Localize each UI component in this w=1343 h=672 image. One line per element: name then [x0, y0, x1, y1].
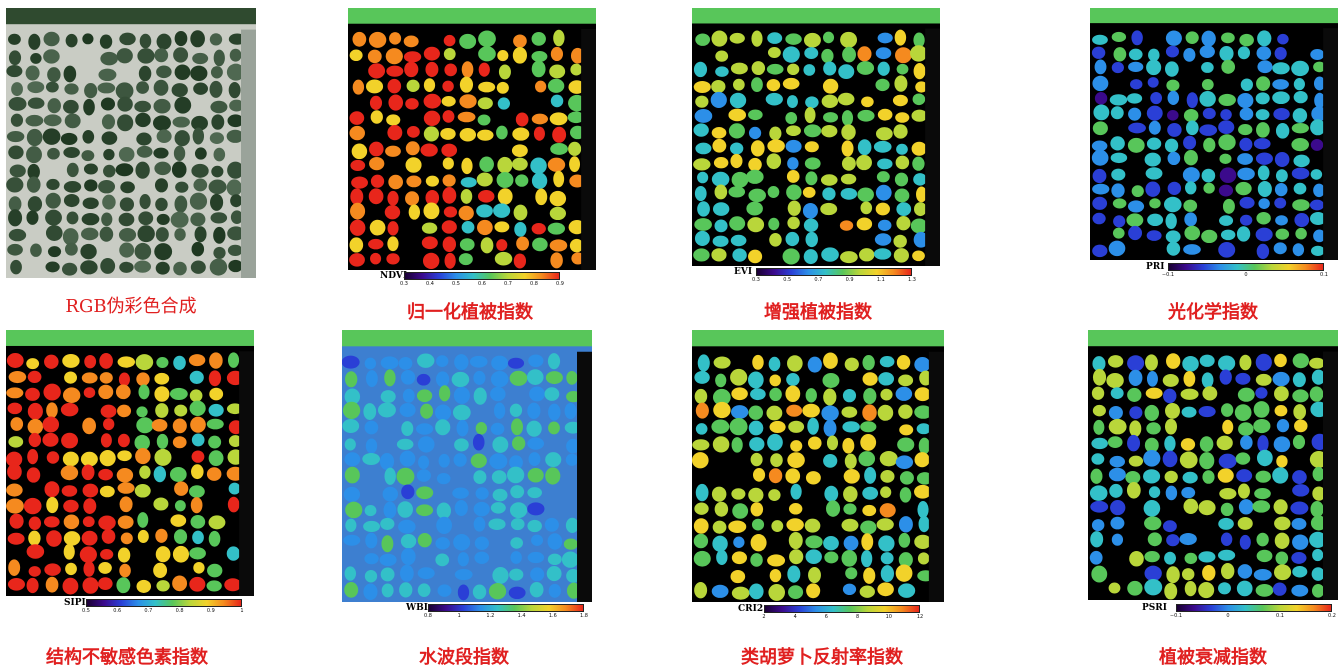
evi-colorbar-label: EVI [734, 267, 753, 277]
colorbar-tick-label: 2 [762, 614, 766, 620]
sipi-colorbar-label: SIPI [64, 598, 86, 608]
colorbar-tick-label: 0.7 [144, 608, 153, 614]
sipi-colorbar-ticks: 0.5 0.6 0.7 0.8 0.9 1 [82, 608, 244, 615]
cri2-colorbar-strip [764, 605, 920, 613]
rgb-composite-image [6, 8, 256, 278]
ndvi-colorbar: NDVI 0.3 0.4 0.5 0.6 0.7 0.8 0.9 [380, 271, 580, 288]
colorbar-tick-label: 0.9 [845, 277, 854, 283]
psri-colorbar-ticks: −0.1 0 0.1 0.2 [1170, 613, 1336, 620]
colorbar-tick-label: 0.9 [556, 281, 564, 287]
ndvi-map [348, 8, 596, 270]
colorbar-tick-label: 1 [240, 608, 244, 614]
evi-colorbar-ticks: 0.3 0.5 0.7 0.9 1.1 1.3 [752, 277, 916, 284]
colorbar-tick-label: 1.4 [517, 613, 526, 619]
pri-colorbar-label: PRI [1146, 262, 1165, 272]
colorbar-tick-label: 0 [1226, 613, 1230, 619]
colorbar-tick-label: 1.6 [548, 613, 557, 619]
colorbar-tick-label: 0.8 [175, 608, 184, 614]
evi-map [692, 8, 940, 266]
colorbar-tick-label: 0.5 [452, 281, 460, 287]
colorbar-tick-label: −0.1 [1169, 613, 1183, 619]
caption-ndvi: 归一化植被指数 [407, 302, 533, 323]
colorbar-tick-label: 8 [856, 614, 860, 620]
ndvi-colorbar-ticks: 0.3 0.4 0.5 0.6 0.7 0.8 0.9 [400, 281, 564, 288]
cri2-colorbar: CRI2 2 4 6 8 10 12 [738, 604, 928, 621]
colorbar-tick-label: 1.2 [486, 613, 495, 619]
caption-evi: 增强植被指数 [764, 302, 872, 323]
ndvi-colorbar-label: NDVI [380, 271, 408, 281]
sipi-colorbar: SIPI 0.5 0.6 0.7 0.8 0.9 1 [64, 598, 244, 615]
psri-colorbar: PSRI −0.1 0 0.1 0.2 [1142, 603, 1338, 620]
colorbar-tick-label: 0.7 [814, 277, 823, 283]
colorbar-tick-label: 10 [885, 614, 892, 620]
colorbar-tick-label: 0.2 [1328, 613, 1336, 619]
caption-rgb: RGB伪彩色合成 [65, 296, 197, 317]
colorbar-tick-label: 1.3 [908, 277, 916, 283]
colorbar-tick-label: 0.3 [752, 277, 760, 283]
sipi-colorbar-strip [86, 599, 242, 607]
sipi-map [6, 330, 254, 596]
evi-colorbar: EVI 0.3 0.5 0.7 0.9 1.1 1.3 [734, 267, 924, 284]
cri2-map [692, 330, 944, 602]
ndvi-colorbar-strip [404, 272, 560, 280]
caption-wbi: 水波段指数 [419, 647, 509, 668]
cri2-colorbar-ticks: 2 4 6 8 10 12 [762, 614, 924, 621]
caption-sipi: 结构不敏感色素指数 [46, 647, 208, 668]
colorbar-tick-label: −0.1 [1161, 272, 1175, 278]
colorbar-tick-label: 0.3 [400, 281, 408, 287]
colorbar-tick-label: 6 [824, 614, 828, 620]
pri-colorbar-strip [1168, 263, 1324, 271]
evi-colorbar-strip [756, 268, 912, 276]
colorbar-tick-label: 0.6 [478, 281, 486, 287]
psri-colorbar-label: PSRI [1142, 603, 1167, 613]
caption-pri: 光化学指数 [1168, 302, 1258, 323]
cri2-colorbar-label: CRI2 [738, 604, 764, 614]
wbi-map [342, 330, 592, 602]
colorbar-tick-label: 1 [457, 613, 461, 619]
pri-colorbar-ticks: −0.1 0 0.1 [1162, 272, 1328, 279]
colorbar-tick-label: 4 [793, 614, 797, 620]
colorbar-tick-label: 0.8 [424, 613, 432, 619]
caption-psri: 植被衰减指数 [1159, 647, 1267, 668]
colorbar-tick-label: 0.1 [1320, 272, 1328, 278]
colorbar-tick-label: 0.9 [206, 608, 215, 614]
wbi-colorbar: WBI 0.8 1 1.2 1.4 1.6 1.8 [406, 603, 592, 620]
colorbar-tick-label: 12 [916, 614, 924, 620]
colorbar-tick-label: 0.6 [113, 608, 122, 614]
pri-colorbar: PRI −0.1 0 0.1 [1146, 262, 1328, 279]
colorbar-tick-label: 1.8 [580, 613, 588, 619]
colorbar-tick-label: 0.8 [530, 281, 538, 287]
colorbar-tick-label: 0.7 [504, 281, 512, 287]
colorbar-tick-label: 1.1 [876, 277, 885, 283]
wbi-colorbar-strip [428, 604, 584, 612]
colorbar-tick-label: 0.4 [426, 281, 434, 287]
psri-colorbar-strip [1176, 604, 1332, 612]
wbi-colorbar-ticks: 0.8 1 1.2 1.4 1.6 1.8 [424, 613, 588, 620]
colorbar-tick-label: 0.5 [82, 608, 90, 614]
colorbar-tick-label: 0.1 [1276, 613, 1284, 619]
pri-map [1090, 8, 1338, 260]
wbi-colorbar-label: WBI [406, 603, 428, 613]
psri-map [1088, 330, 1338, 600]
colorbar-tick-label: 0.5 [783, 277, 792, 283]
caption-cri2: 类胡萝卜反射率指数 [741, 647, 903, 668]
colorbar-tick-label: 0 [1244, 272, 1248, 278]
